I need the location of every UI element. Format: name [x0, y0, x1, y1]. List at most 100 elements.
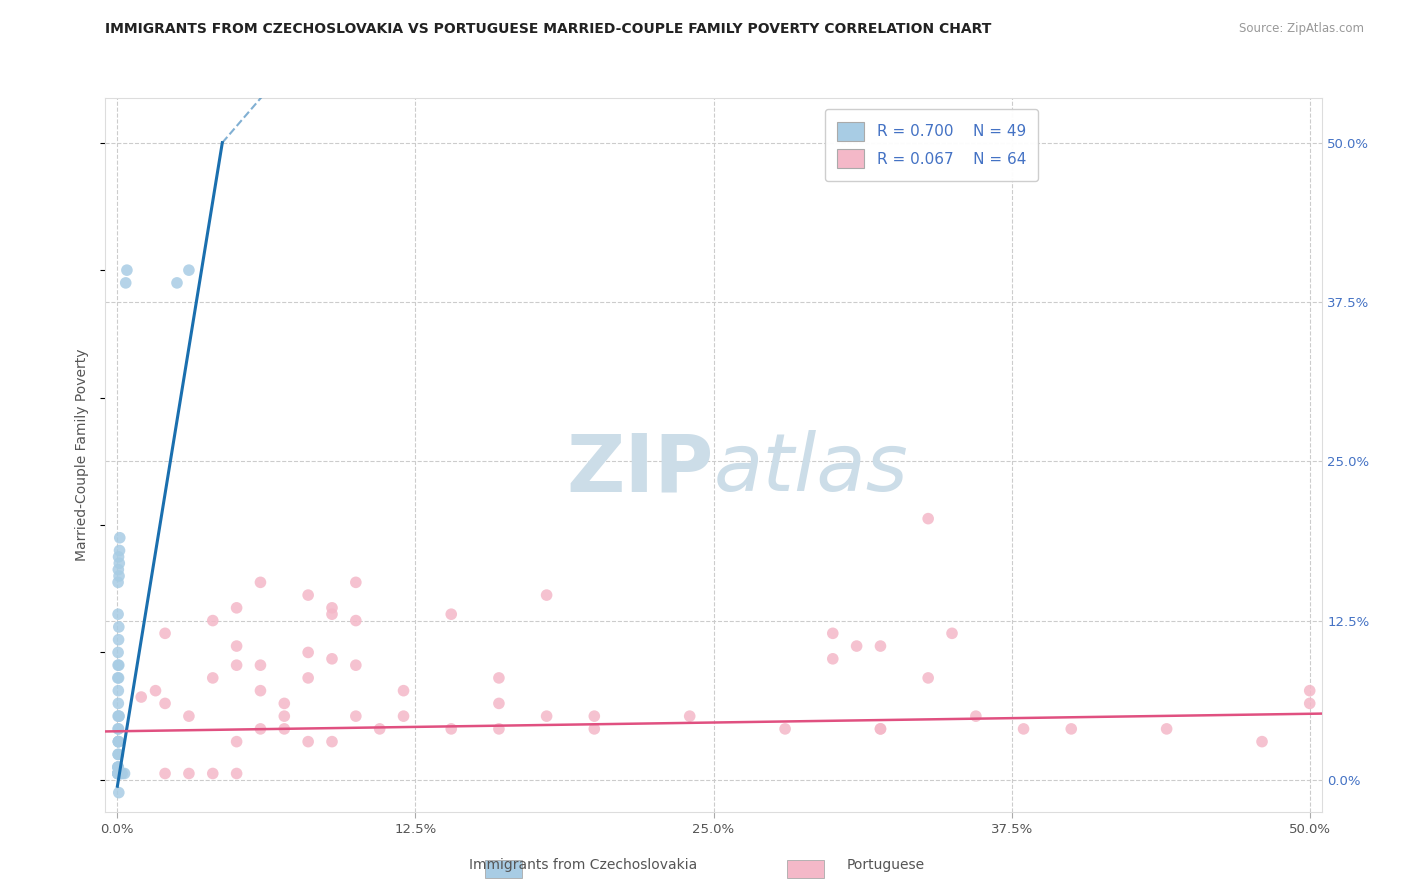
Point — [108, 556, 131, 570]
Point — [1012, 722, 1035, 736]
Point — [108, 766, 131, 780]
Point — [107, 747, 129, 762]
Point — [107, 766, 129, 780]
Point — [1156, 722, 1178, 736]
Point — [107, 766, 129, 780]
Point — [177, 709, 200, 723]
Point — [1060, 722, 1083, 736]
Point — [107, 734, 129, 748]
Point — [108, 543, 131, 558]
Point — [225, 600, 247, 615]
Point — [129, 690, 152, 704]
Point — [107, 760, 129, 774]
Point — [108, 709, 131, 723]
Point — [177, 263, 200, 277]
Point — [107, 658, 129, 673]
Point — [114, 276, 136, 290]
Point — [845, 639, 868, 653]
Point — [108, 531, 131, 545]
Point — [297, 734, 319, 748]
Point — [107, 760, 129, 774]
Point — [201, 766, 224, 780]
Point — [107, 766, 129, 780]
Point — [107, 697, 129, 711]
Point — [201, 671, 224, 685]
Text: atlas: atlas — [713, 430, 908, 508]
Point — [225, 639, 247, 653]
Point — [917, 511, 939, 525]
Point — [321, 734, 343, 748]
Point — [297, 645, 319, 659]
Point — [107, 658, 129, 673]
Point — [344, 575, 367, 590]
Point — [107, 766, 129, 780]
Point — [153, 766, 176, 780]
Point — [107, 734, 129, 748]
Point — [869, 722, 891, 736]
Point — [321, 600, 343, 615]
Point — [773, 722, 796, 736]
Y-axis label: Married-Couple Family Poverty: Married-Couple Family Poverty — [76, 349, 90, 561]
Point — [107, 709, 129, 723]
Point — [821, 626, 844, 640]
Point — [440, 607, 463, 622]
Point — [249, 575, 271, 590]
Point — [941, 626, 963, 640]
Text: IMMIGRANTS FROM CZECHOSLOVAKIA VS PORTUGUESE MARRIED-COUPLE FAMILY POVERTY CORRE: IMMIGRANTS FROM CZECHOSLOVAKIA VS PORTUG… — [105, 22, 991, 37]
Point — [107, 563, 129, 577]
Point — [225, 734, 247, 748]
Point — [488, 697, 510, 711]
Point — [392, 709, 415, 723]
Point — [107, 632, 129, 647]
Point — [201, 614, 224, 628]
Point — [440, 722, 463, 736]
Point — [273, 709, 295, 723]
Point — [107, 549, 129, 564]
Point — [107, 683, 129, 698]
Point — [107, 645, 129, 659]
Point — [107, 766, 129, 780]
Point — [107, 766, 129, 780]
Point — [917, 671, 939, 685]
Point — [273, 722, 295, 736]
Point — [536, 588, 558, 602]
Point — [344, 614, 367, 628]
Point — [107, 709, 129, 723]
Point — [108, 766, 131, 780]
Point — [177, 766, 200, 780]
Point — [679, 709, 702, 723]
Point — [321, 607, 343, 622]
Point — [1251, 734, 1274, 748]
Point — [107, 671, 129, 685]
Point — [1299, 683, 1322, 698]
Point — [153, 697, 176, 711]
Legend: R = 0.700    N = 49, R = 0.067    N = 64: R = 0.700 N = 49, R = 0.067 N = 64 — [824, 110, 1038, 181]
Point — [111, 766, 134, 780]
Point — [110, 766, 132, 780]
Point — [107, 786, 129, 800]
Point — [145, 683, 167, 698]
Point — [249, 722, 271, 736]
Point — [344, 709, 367, 723]
Point — [166, 276, 188, 290]
Point — [583, 709, 606, 723]
Point — [114, 766, 136, 780]
Point — [344, 658, 367, 673]
Point — [107, 747, 129, 762]
Point — [153, 626, 176, 640]
Point — [392, 683, 415, 698]
Point — [297, 588, 319, 602]
Point — [107, 766, 129, 780]
Point — [225, 658, 247, 673]
Point — [107, 575, 129, 590]
Point — [1299, 697, 1322, 711]
Point — [368, 722, 391, 736]
Point — [965, 709, 987, 723]
Point — [869, 639, 891, 653]
Point — [249, 683, 271, 698]
Text: ZIP: ZIP — [567, 430, 713, 508]
Point — [488, 722, 510, 736]
Point — [115, 263, 138, 277]
Point — [107, 722, 129, 736]
Point — [107, 734, 129, 748]
